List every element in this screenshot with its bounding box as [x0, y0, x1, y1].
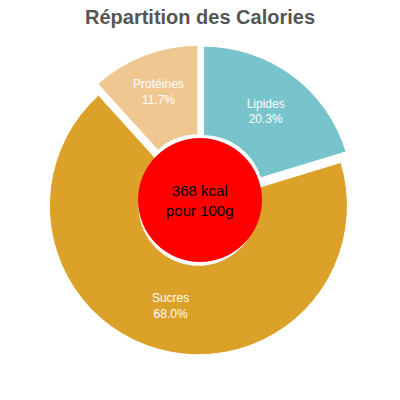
svg-text:Répartition des Calories: Répartition des Calories: [85, 6, 315, 28]
svg-text:368 kcalpour 100g: 368 kcalpour 100g: [166, 182, 234, 219]
svg-text:Lipides20.3%: Lipides20.3%: [247, 97, 285, 127]
svg-text:Protéines11.7%: Protéines11.7%: [133, 77, 184, 107]
svg-text:Sucres68.0%: Sucres68.0%: [152, 291, 189, 321]
